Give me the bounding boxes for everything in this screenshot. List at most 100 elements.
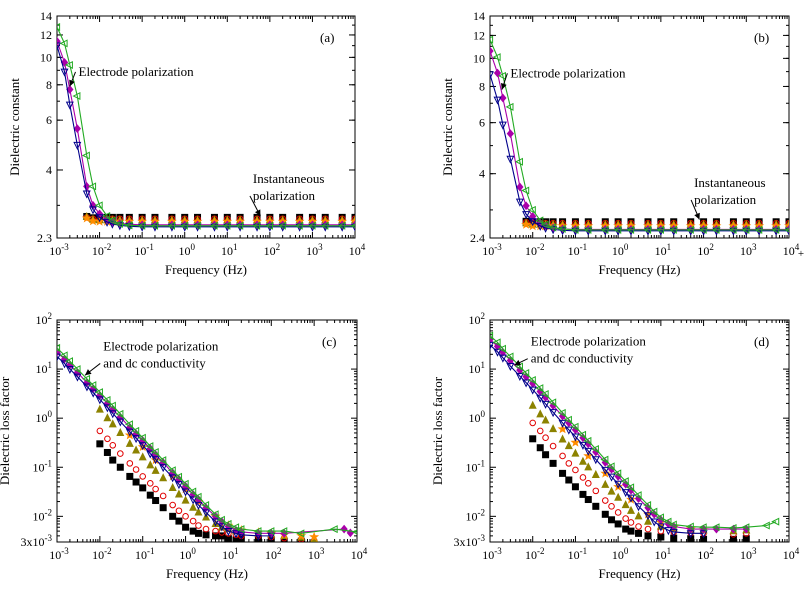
- data-point: [529, 211, 537, 221]
- data-point: [527, 375, 536, 384]
- x-axis-label: Frequency (Hz): [599, 262, 681, 277]
- data-point: [728, 225, 737, 234]
- data-point: [541, 400, 550, 409]
- data-point: [296, 529, 305, 538]
- data-point: [82, 190, 91, 199]
- data-point: [522, 379, 531, 388]
- data-point: [201, 501, 210, 510]
- data-point: [66, 85, 74, 94]
- data-point: [607, 486, 616, 495]
- data-point: [528, 400, 537, 409]
- data-point: [540, 220, 549, 229]
- data-point: [656, 523, 665, 532]
- data-point: [529, 435, 537, 443]
- data-point: [572, 466, 579, 474]
- data-point: [138, 442, 147, 451]
- data-point: [784, 227, 789, 233]
- data-point: [182, 523, 190, 531]
- series-line: [57, 356, 272, 537]
- data-point: [579, 490, 587, 498]
- data-point: [558, 227, 567, 236]
- data-point: [174, 481, 183, 490]
- x-tick-label: 10-2: [525, 242, 545, 258]
- data-point: [548, 398, 557, 407]
- annotation: Electrode polarization: [69, 64, 194, 87]
- data-point: [558, 434, 567, 443]
- data-point: [771, 517, 780, 526]
- data-point: [181, 495, 190, 504]
- panel-tag: (b): [754, 30, 769, 45]
- series-layer: [57, 343, 357, 542]
- data-point: [124, 221, 133, 230]
- data-point: [158, 456, 167, 465]
- data-point: [601, 466, 610, 475]
- annotation-text: Electrode polarization: [103, 338, 219, 353]
- data-point: [664, 527, 673, 536]
- x-tick-label: 10-2: [92, 546, 112, 562]
- data-point: [117, 450, 124, 457]
- x-tick-label: 10-1: [135, 546, 155, 562]
- data-point: [498, 354, 507, 363]
- data-point: [644, 532, 652, 540]
- data-point: [139, 484, 147, 492]
- data-point: [621, 500, 630, 509]
- data-point: [741, 523, 750, 532]
- data-point: [88, 381, 97, 390]
- y-tick-label: 100: [36, 409, 53, 425]
- data-point: [563, 415, 572, 424]
- data-point: [634, 511, 643, 520]
- data-point: [253, 527, 262, 536]
- plot-frame: [489, 319, 790, 543]
- data-point: [194, 507, 203, 516]
- annotation: Electrode polarization and dc conductivit…: [514, 334, 646, 366]
- data-point: [159, 492, 167, 500]
- x-tick-label: 104: [783, 546, 800, 562]
- data-point: [527, 205, 536, 214]
- plot-frame: [56, 319, 358, 543]
- data-point: [236, 525, 245, 534]
- data-point: [490, 331, 494, 340]
- x-tick-label: 10-3: [482, 546, 502, 562]
- x-tick-label: 100: [612, 546, 629, 562]
- data-point: [108, 419, 117, 428]
- data-point: [557, 408, 566, 417]
- data-point: [601, 497, 609, 504]
- data-point: [521, 186, 530, 195]
- data-point: [231, 530, 240, 539]
- y-tick-label: 3x10-3: [21, 533, 53, 549]
- data-point: [490, 35, 494, 44]
- data-point: [294, 221, 303, 230]
- x-axis-label: Frequency (Hz): [599, 566, 681, 581]
- data-point: [95, 404, 104, 413]
- x-tick-label: 10-2: [525, 546, 545, 562]
- data-point: [224, 528, 233, 537]
- data-point: [139, 473, 147, 480]
- data-point: [57, 42, 62, 51]
- data-point: [600, 455, 609, 464]
- data-point: [211, 518, 220, 527]
- data-point: [202, 531, 210, 539]
- data-point: [88, 182, 97, 191]
- data-point: [643, 512, 653, 521]
- data-point: [266, 527, 275, 536]
- data-point: [490, 46, 494, 56]
- data-point: [340, 524, 348, 534]
- data-point: [108, 410, 117, 419]
- data-point: [522, 201, 530, 211]
- data-point: [126, 472, 134, 480]
- data-point: [169, 501, 176, 509]
- data-point: [536, 222, 545, 231]
- data-point: [137, 221, 146, 230]
- data-point: [152, 485, 159, 493]
- data-point: [571, 483, 579, 491]
- data-point: [570, 225, 579, 234]
- data-point: [578, 456, 587, 465]
- x-tick-label: 104: [351, 546, 368, 562]
- data-point: [59, 39, 68, 48]
- data-point: [493, 348, 502, 357]
- data-point: [571, 433, 580, 442]
- x-tick-label: 102: [697, 546, 714, 562]
- data-point: [151, 465, 160, 474]
- data-point: [202, 509, 211, 518]
- data-point: [614, 509, 622, 516]
